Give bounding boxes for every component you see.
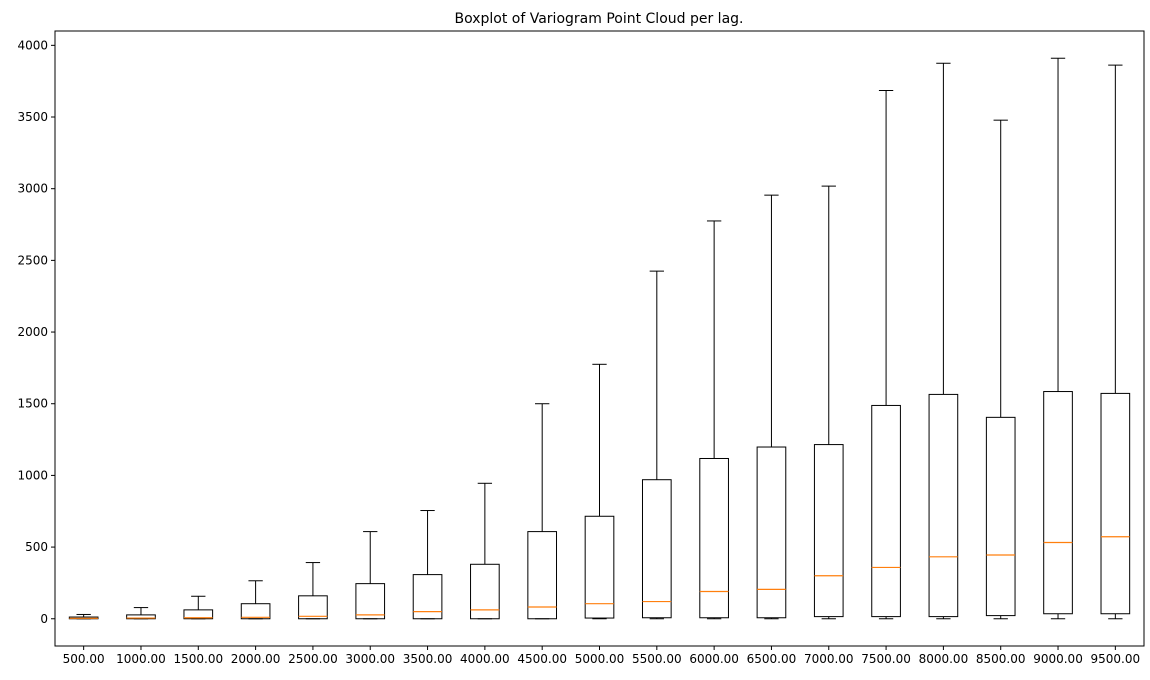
x-tick-label: 5500.00: [632, 652, 682, 666]
box: [126, 614, 156, 620]
box: [985, 416, 1016, 617]
x-tick-label: 9500.00: [1091, 652, 1141, 666]
box: [928, 393, 959, 618]
box: [584, 515, 615, 619]
x-tick-label: 6500.00: [747, 652, 797, 666]
y-tick-label: 2500: [17, 253, 48, 267]
box: [641, 479, 672, 619]
box: [1100, 392, 1131, 615]
box: [1043, 391, 1073, 615]
x-tick-label: 1000.00: [116, 652, 166, 666]
box: [871, 404, 901, 618]
box: [240, 603, 271, 620]
x-tick-label: 6000.00: [689, 652, 739, 666]
x-tick-label: 4000.00: [460, 652, 510, 666]
y-tick-label: 1000: [17, 468, 48, 482]
x-tick-label: 2500.00: [288, 652, 338, 666]
box: [813, 444, 844, 618]
x-tick-label: 500.00: [63, 652, 105, 666]
y-tick-label: 4000: [17, 38, 48, 52]
axes-frame: [54, 30, 1145, 647]
x-tick-label: 7500.00: [861, 652, 911, 666]
x-tick-label: 1500.00: [173, 652, 223, 666]
y-tick-label: 2000: [17, 325, 48, 339]
y-tick-label: 3500: [17, 110, 48, 124]
x-tick-label: 3500.00: [403, 652, 453, 666]
box: [527, 531, 558, 620]
box: [298, 595, 328, 620]
chart-title: Boxplot of Variogram Point Cloud per lag…: [454, 11, 743, 27]
plot-area: 0 500 1000 1500 2000 2500 3000 3500 4000 500.00 10…: [17, 38, 1140, 666]
box: [470, 563, 500, 620]
box: [756, 446, 787, 619]
x-tick-label: 8500.00: [976, 652, 1026, 666]
y-tick-label: 1500: [17, 397, 48, 411]
box: [699, 457, 729, 619]
box: [412, 574, 443, 620]
box: [183, 609, 214, 620]
x-tick-label: 9000.00: [1033, 652, 1083, 666]
x-tick-label: 3000.00: [345, 652, 395, 666]
y-tick-label: 0: [40, 612, 48, 626]
x-tick-label: 4500.00: [517, 652, 567, 666]
x-tick-label: 5000.00: [575, 652, 625, 666]
y-tick-label: 3000: [17, 182, 48, 196]
x-tick-label: 7000.00: [804, 652, 854, 666]
box: [355, 583, 386, 620]
x-tick-label: 2000.00: [231, 652, 281, 666]
y-tick-label: 500: [25, 540, 48, 554]
x-tick-label: 8000.00: [919, 652, 969, 666]
